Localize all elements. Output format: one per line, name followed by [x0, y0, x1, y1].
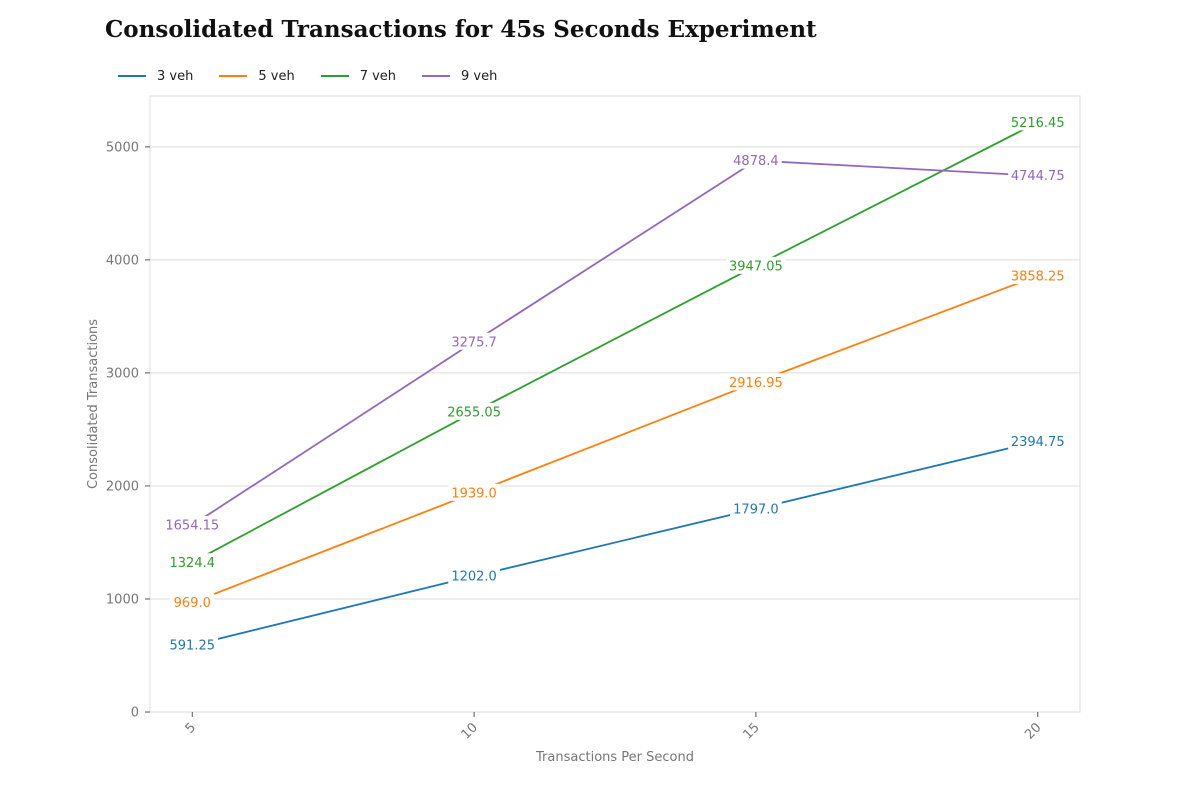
x-tick-label: 5	[183, 720, 199, 736]
legend-label-3-veh: 3 veh	[157, 68, 194, 84]
data-label-7-veh: 5216.45	[1011, 116, 1065, 131]
data-label-9-veh: 4744.75	[1011, 169, 1065, 184]
legend-label-5-veh: 5 veh	[258, 68, 295, 84]
data-label-background	[448, 483, 500, 501]
data-label-background	[166, 553, 219, 571]
data-label-background	[726, 373, 786, 391]
legend-item-7-veh: 7 veh	[320, 68, 397, 84]
data-label-background	[1008, 432, 1068, 450]
legend-swatch-7-veh	[320, 75, 349, 77]
data-label-background	[730, 499, 782, 517]
data-label-3-veh: 1797.0	[733, 502, 779, 517]
data-label-background	[444, 402, 504, 420]
legend-item-5-veh: 5 veh	[219, 68, 295, 84]
data-label-5-veh: 3858.25	[1011, 269, 1065, 284]
data-label-7-veh: 1324.4	[170, 556, 216, 571]
y-axis-label: Consolidated Transactions	[86, 319, 101, 489]
series-line-9-veh	[191, 159, 1038, 526]
data-label-7-veh: 3947.05	[729, 259, 783, 274]
x-tick-label: 10	[459, 720, 481, 742]
y-tick-label: 0	[131, 706, 139, 721]
y-tick-label: 4000	[106, 253, 139, 268]
chart-title: Consolidated Transactions for 45s Second…	[105, 16, 817, 43]
legend-swatch-5-veh	[219, 75, 248, 77]
data-label-background	[1008, 166, 1068, 184]
data-label-5-veh: 969.0	[174, 596, 211, 611]
data-label-9-veh: 3275.7	[451, 335, 497, 350]
legend-swatch-9-veh	[422, 75, 451, 77]
data-label-background	[162, 516, 222, 534]
data-label-background	[730, 151, 782, 169]
legend-label-9-veh: 9 veh	[461, 68, 498, 84]
data-label-background	[166, 636, 219, 654]
x-tick-label: 20	[1022, 720, 1044, 742]
legend-item-3-veh: 3 veh	[118, 69, 193, 84]
legend-swatch-3-veh	[118, 75, 146, 77]
data-label-3-veh: 591.25	[170, 639, 216, 654]
x-tick-label: 15	[740, 720, 762, 742]
y-tick-label: 5000	[106, 140, 139, 155]
data-label-3-veh: 2394.75	[1011, 435, 1065, 450]
data-label-background	[448, 567, 500, 585]
data-label-7-veh: 2655.05	[447, 405, 501, 420]
data-label-9-veh: 4878.4	[733, 154, 779, 169]
data-label-3-veh: 1202.0	[451, 570, 497, 585]
data-label-5-veh: 2916.95	[729, 376, 783, 391]
legend-item-9-veh: 9 veh	[422, 69, 497, 84]
data-label-background	[448, 332, 500, 350]
data-label-background	[1008, 266, 1068, 284]
data-label-background	[170, 593, 215, 611]
series-line-3-veh	[192, 440, 1038, 647]
y-tick-label: 1000	[106, 592, 139, 607]
y-tick-label: 3000	[106, 366, 139, 381]
x-axis-label: Transactions Per Second	[535, 750, 694, 765]
data-label-9-veh: 1654.15	[165, 519, 219, 534]
data-label-background	[1008, 113, 1068, 131]
series-line-5-veh	[191, 275, 1039, 604]
series-line-7-veh	[191, 121, 1039, 564]
legend-label-7-veh: 7 veh	[359, 68, 397, 84]
y-tick-label: 2000	[106, 479, 139, 494]
legend: 3 veh 5 veh 7 veh 9 veh	[118, 66, 523, 86]
data-label-5-veh: 1939.0	[451, 486, 497, 501]
data-label-background	[726, 256, 786, 274]
plot-area-frame	[149, 95, 1081, 713]
